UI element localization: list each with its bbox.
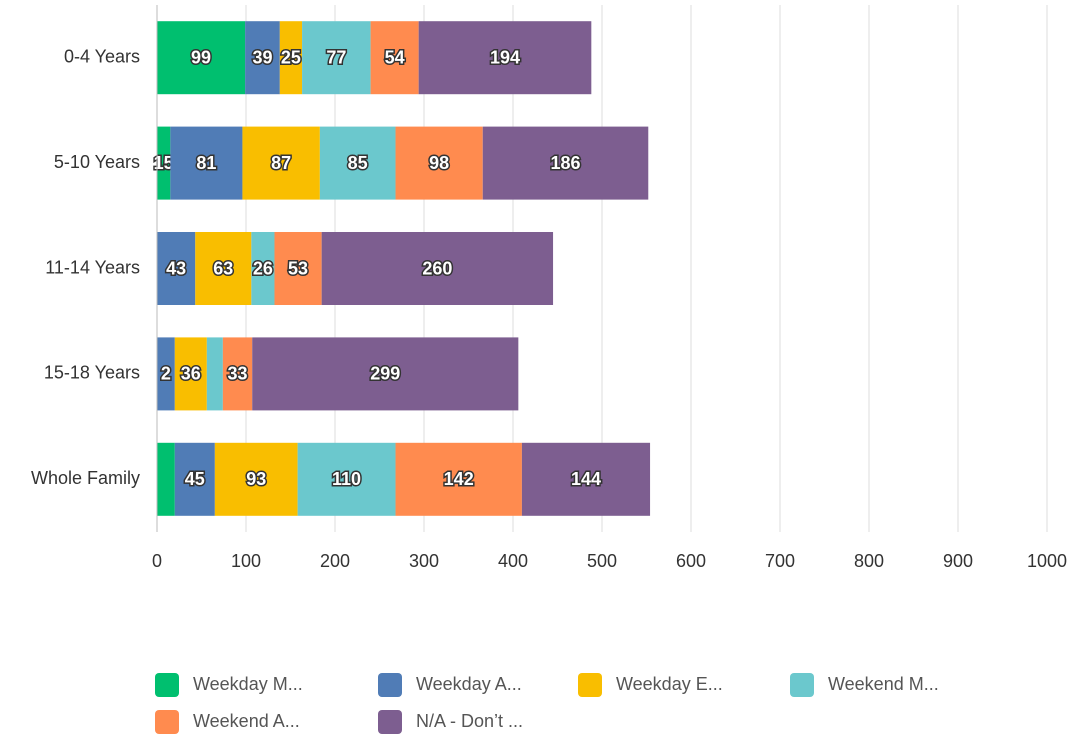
bar-segment <box>206 337 223 411</box>
data-label: 77 <box>326 47 346 67</box>
bar-segment <box>170 126 243 200</box>
legend-label: Weekday A... <box>416 674 522 694</box>
data-label: 63 <box>213 258 233 278</box>
x-tick-label: 200 <box>320 551 350 571</box>
bar-segment <box>174 337 207 411</box>
data-label: 26 <box>253 258 273 278</box>
bar-segment <box>319 126 396 200</box>
bar-segment <box>245 21 280 95</box>
legend-label: Weekend M... <box>828 674 939 694</box>
bar-segment <box>297 442 396 516</box>
y-tick-label: 15-18 Years <box>44 363 140 383</box>
y-tick-label: 5-10 Years <box>54 152 140 172</box>
data-label: 39 <box>252 47 272 67</box>
x-tick-label: 800 <box>854 551 884 571</box>
x-tick-label: 500 <box>587 551 617 571</box>
legend-swatch <box>578 673 602 697</box>
legend-swatch <box>155 710 179 734</box>
legend-label: N/A - Don’t ... <box>416 711 523 731</box>
bar-segment <box>157 21 246 95</box>
legend-swatch <box>378 673 402 697</box>
legend-label: Weekday E... <box>616 674 723 694</box>
bar-segment <box>214 442 298 516</box>
data-label: 43 <box>166 258 186 278</box>
x-tick-label: 700 <box>765 551 795 571</box>
data-label: 260 <box>422 258 452 278</box>
bar-segment <box>157 442 175 516</box>
bar-segment <box>279 21 303 95</box>
bar-segment <box>321 232 554 305</box>
data-label: 81 <box>196 153 216 173</box>
bar-segment <box>521 442 651 516</box>
bar-segment <box>157 126 171 200</box>
x-tick-label: 100 <box>231 551 261 571</box>
y-tick-label: 0-4 Years <box>64 46 140 66</box>
data-label: 2 <box>161 364 171 384</box>
data-label: 15 <box>154 153 174 173</box>
legend-label: Weekday M... <box>193 674 303 694</box>
bar-segment <box>157 232 196 305</box>
data-label: 299 <box>370 364 400 384</box>
legend-swatch <box>155 673 179 697</box>
bar-segment <box>395 126 483 200</box>
data-label: 99 <box>191 47 211 67</box>
data-label: 87 <box>271 153 291 173</box>
bar-segment <box>370 21 419 95</box>
bar-segment <box>252 337 519 411</box>
bar-segment <box>274 232 322 305</box>
data-label: 45 <box>185 469 205 489</box>
data-label: 98 <box>429 153 449 173</box>
data-label: 25 <box>281 47 301 67</box>
bar-segment <box>418 21 592 95</box>
data-label: 186 <box>550 153 580 173</box>
bar-segment <box>157 337 175 411</box>
data-label: 110 <box>332 469 361 489</box>
y-tick-label: 11-14 Years <box>45 257 140 277</box>
x-tick-label: 900 <box>943 551 973 571</box>
legend-swatch <box>378 710 402 734</box>
data-label: 142 <box>444 469 474 489</box>
data-label: 36 <box>181 364 201 384</box>
bar-segment <box>395 442 522 516</box>
data-label: 194 <box>490 47 520 67</box>
data-label: 144 <box>571 469 601 489</box>
bar-segment <box>242 126 320 200</box>
bar-segment <box>222 337 253 411</box>
bar-segment <box>195 232 252 305</box>
data-label: 33 <box>228 364 248 384</box>
data-label: 93 <box>246 469 266 489</box>
legend-swatch <box>790 673 814 697</box>
bar-segment <box>302 21 371 95</box>
bar-segment <box>482 126 649 200</box>
data-label: 54 <box>385 47 405 67</box>
legend-label: Weekend A... <box>193 711 300 731</box>
data-label: 53 <box>288 258 308 278</box>
x-tick-label: 400 <box>498 551 528 571</box>
x-tick-label: 0 <box>152 551 162 571</box>
data-label: 85 <box>348 153 368 173</box>
x-tick-label: 600 <box>676 551 706 571</box>
x-tick-label: 300 <box>409 551 439 571</box>
x-tick-label: 1000 <box>1027 551 1067 571</box>
y-tick-label: Whole Family <box>31 468 140 488</box>
bar-segment <box>174 442 215 516</box>
bar-segment <box>251 232 275 305</box>
